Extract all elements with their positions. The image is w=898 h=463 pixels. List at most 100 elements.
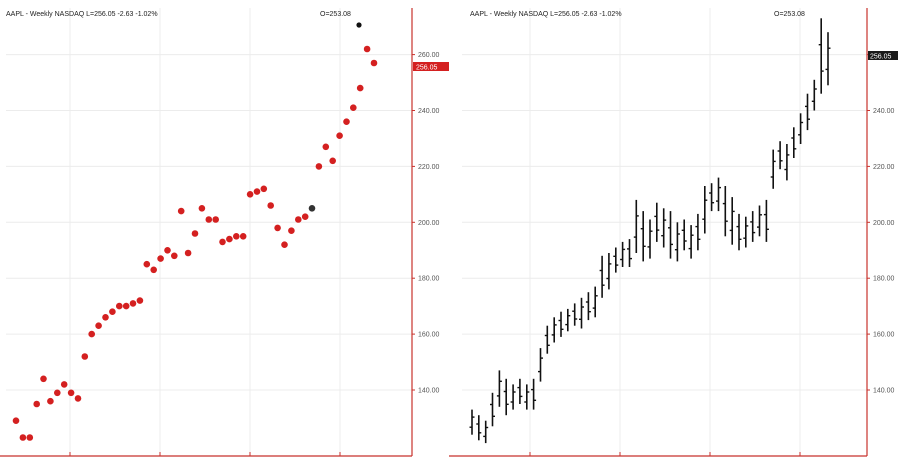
ohlc-bar	[798, 113, 804, 144]
ohlc-bar	[483, 420, 489, 444]
price-dot	[322, 143, 330, 151]
price-dot	[81, 353, 89, 360]
ohlc-bar	[777, 141, 783, 170]
y-tick-label: 140.00	[418, 388, 440, 395]
ohlc-bar	[825, 32, 831, 86]
ohlc-bar	[627, 239, 632, 267]
price-dot	[246, 191, 254, 198]
ohlc-bar	[805, 93, 810, 131]
ohlc-bar	[551, 317, 557, 343]
price-dot	[315, 163, 323, 170]
y-tick-label: 200.00	[418, 220, 440, 227]
price-dot	[191, 230, 199, 237]
bar-chart-last-price-label: 256.05	[870, 54, 892, 61]
price-dot	[116, 302, 123, 310]
price-dot	[288, 227, 295, 234]
ohlc-bar	[633, 199, 639, 253]
ohlc-bar	[476, 415, 482, 441]
price-dot	[129, 300, 137, 307]
panel-dot-chart: AAPL - Weekly NASDAQ L=256.05 -2.63 -1.0…	[0, 0, 449, 458]
ohlc-bar	[496, 370, 502, 407]
price-dot	[295, 216, 302, 223]
dot-chart-last-price-label: 256.05	[416, 65, 438, 72]
price-dot	[233, 233, 240, 240]
y-tick-label: 200.00	[873, 220, 895, 227]
price-dot	[88, 330, 95, 338]
black-dot-icon	[356, 22, 362, 28]
y-tick-label: 140.00	[873, 388, 895, 395]
ohlc-bar	[654, 202, 660, 242]
price-dot	[308, 205, 316, 212]
ohlc-bar	[681, 219, 687, 251]
panel-bar-chart: AAPL - Weekly NASDAQ L=256.05 -2.63 -1.0…	[449, 0, 898, 458]
ohlc-bar	[709, 183, 715, 212]
price-dot	[157, 255, 164, 262]
ohlc-bar	[757, 205, 762, 237]
dot-chart-background	[0, 0, 449, 458]
price-dot	[67, 389, 75, 397]
y-tick-label: 160.00	[873, 332, 895, 339]
price-dot	[164, 247, 171, 254]
ohlc-bar	[647, 219, 653, 259]
price-dot	[26, 434, 34, 441]
price-dot	[336, 132, 343, 139]
y-tick-label: 260.00	[418, 52, 440, 59]
ohlc-bar	[620, 241, 626, 267]
price-dot	[122, 302, 130, 310]
price-dot	[12, 417, 20, 425]
price-dot	[281, 241, 288, 248]
price-dot	[150, 266, 157, 274]
ohlc-bar	[729, 197, 735, 245]
price-dot	[143, 260, 151, 268]
price-dot	[33, 400, 40, 408]
dot-chart-marks	[12, 45, 378, 441]
ohlc-bar	[613, 247, 619, 273]
price-dot	[219, 238, 226, 246]
ohlc-bar	[565, 308, 571, 332]
y-tick-label: 220.00	[418, 164, 440, 171]
ohlc-bar	[572, 303, 578, 326]
ohlc-bar	[538, 348, 543, 382]
dot-chart-header: AAPL - Weekly NASDAQ L=256.05 -2.63 -1.0…	[6, 11, 158, 18]
ohlc-bar	[722, 186, 728, 237]
price-dot	[343, 118, 350, 125]
price-dot	[239, 233, 247, 240]
price-dot	[47, 397, 54, 405]
price-dot	[356, 84, 364, 92]
ohlc-bar	[743, 216, 749, 248]
dot-chart-gridlines	[6, 8, 412, 456]
price-dot	[136, 297, 144, 304]
y-tick-label: 180.00	[873, 276, 895, 283]
ohlc-bar	[640, 211, 646, 262]
ohlc-bar	[558, 311, 564, 337]
price-dot	[184, 249, 192, 257]
price-dot	[260, 185, 268, 193]
ohlc-bar	[770, 149, 776, 189]
price-dot	[74, 395, 82, 402]
ohlc-bar	[750, 211, 756, 242]
ohlc-bar	[585, 292, 591, 321]
price-dot	[212, 216, 219, 223]
bar-chart-last-price-badge	[868, 51, 898, 60]
price-dot	[109, 308, 116, 316]
price-dot	[95, 322, 102, 330]
ohlc-bar	[784, 144, 790, 181]
y-tick-label: 240.00	[418, 108, 440, 115]
ohlc-bar	[716, 177, 721, 212]
price-dot	[253, 188, 261, 195]
price-dot	[60, 381, 68, 388]
price-dot	[19, 434, 27, 441]
price-dot	[274, 224, 281, 232]
dot-chart-open-label: O=253.08	[320, 11, 351, 18]
dot-chart-axis-ticks: 140.00 160.00 180.00 200.00 220.00 240.00 260.…	[69, 52, 440, 456]
ohlc-bar	[592, 286, 598, 318]
ohlc-bar	[544, 325, 550, 354]
ohlc-bar	[791, 127, 797, 158]
ohlc-bar	[695, 213, 701, 251]
price-dot	[102, 314, 109, 321]
price-dot	[226, 235, 233, 243]
dot-chart-last-price-badge	[413, 62, 449, 71]
ohlc-bar	[469, 409, 475, 435]
ohlc-bar	[736, 213, 742, 251]
ohlc-bar	[688, 225, 694, 259]
